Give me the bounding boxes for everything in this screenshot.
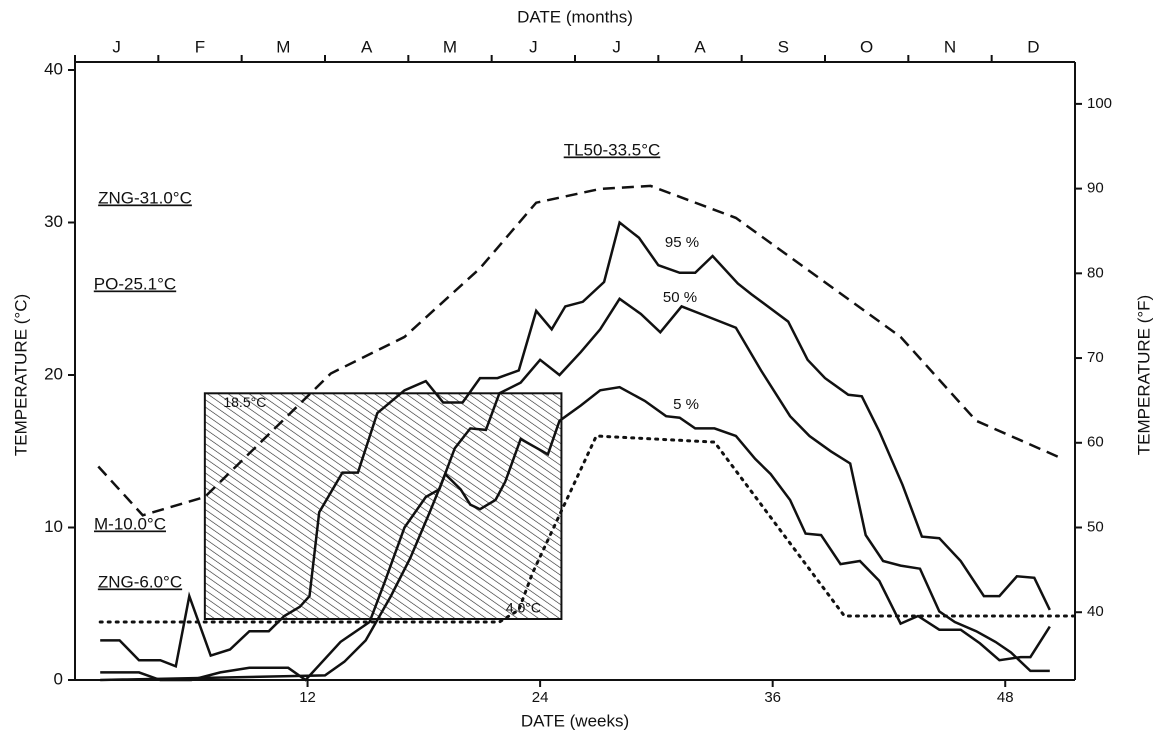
month-label: A [694, 37, 706, 56]
series-line [97, 184, 1061, 517]
y2-tick-label: 40 [1087, 603, 1104, 620]
series-label: 95 % [665, 234, 699, 251]
x-tick-label: 24 [532, 689, 549, 706]
y2-tick-label: 50 [1087, 518, 1104, 535]
month-label: M [443, 37, 457, 56]
month-label: M [276, 37, 290, 56]
series-label: 50 % [663, 289, 697, 306]
region-label: 18.5°C [223, 394, 266, 410]
y-tick-label: 0 [54, 669, 63, 688]
month-label: J [112, 37, 121, 56]
y2-tick-label: 70 [1087, 349, 1104, 366]
y-tick-label: 40 [44, 59, 63, 78]
series-line [100, 220, 1051, 669]
annotation: PO-25.1°C [94, 274, 176, 293]
y-tick-label: 20 [44, 364, 63, 383]
annotation: M-10.0°C [94, 514, 166, 533]
month-label: F [195, 37, 205, 56]
series-label: 5 % [673, 396, 699, 413]
x-tick-label: 36 [764, 689, 781, 706]
shaded-region [203, 392, 563, 620]
x-axis-label: DATE (weeks) [521, 711, 629, 730]
y-axis-label: TEMPERATURE (°C) [11, 294, 30, 456]
series-line [100, 385, 1051, 682]
y2-tick-label: 90 [1087, 180, 1104, 197]
x-tick-label: 12 [299, 689, 316, 706]
y2-tick-label: 100 [1087, 95, 1112, 112]
annotation: ZNG-6.0°C [98, 572, 182, 591]
region-label: 4.0°C [506, 600, 541, 616]
month-label: S [778, 37, 789, 56]
month-label: J [612, 37, 621, 56]
y2-tick-label: 80 [1087, 264, 1104, 281]
y-tick-label: 10 [44, 517, 63, 536]
y2-axis-label: TEMPERATURE (°F) [1134, 295, 1153, 455]
y2-tick-label: 60 [1087, 434, 1104, 451]
month-label: A [361, 37, 373, 56]
x-tick-label: 48 [997, 689, 1014, 706]
month-label: N [944, 37, 956, 56]
month-label: J [529, 37, 538, 56]
series-line [98, 434, 1075, 624]
top-axis-label: DATE (months) [517, 7, 633, 26]
annotation: ZNG-31.0°C [98, 188, 192, 207]
month-label: D [1027, 37, 1039, 56]
annotation: TL50-33.5°C [564, 140, 661, 159]
series-line [100, 297, 1050, 682]
y-tick-label: 30 [44, 212, 63, 231]
month-label: O [860, 37, 873, 56]
